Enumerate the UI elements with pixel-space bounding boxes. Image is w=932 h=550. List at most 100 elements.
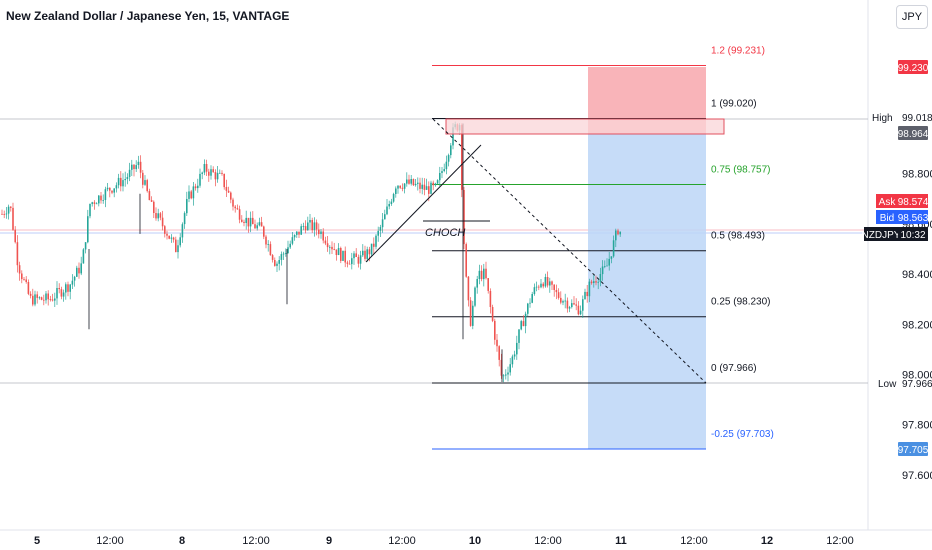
candle [463, 186, 465, 250]
candle [190, 189, 192, 200]
candle [401, 183, 404, 192]
candle [56, 281, 58, 305]
candle [205, 159, 208, 176]
candle [210, 165, 212, 180]
ask-price-tag: Ask 98.574 [876, 194, 929, 208]
candle [403, 183, 406, 194]
candle [142, 170, 144, 189]
candle [333, 242, 335, 251]
candle [263, 225, 265, 240]
candle [575, 298, 577, 311]
y-tick-label: 98.800 [902, 169, 932, 181]
candle [590, 279, 593, 285]
candle [417, 177, 419, 191]
candle [529, 298, 531, 308]
currency-button[interactable]: JPY [896, 5, 928, 29]
candle [188, 185, 190, 203]
candle [476, 275, 478, 294]
candle [531, 291, 533, 304]
candle [168, 235, 170, 240]
candle [232, 197, 234, 211]
candle [214, 169, 217, 187]
candle [564, 293, 566, 309]
candle [144, 175, 146, 186]
candle [406, 172, 408, 187]
candle [124, 171, 126, 187]
low-price-tag: Low 97.966 [878, 379, 932, 390]
candle [511, 354, 514, 368]
candle [480, 265, 483, 282]
candle [260, 216, 263, 227]
take-profit-zone[interactable] [588, 134, 706, 449]
x-tick-label: 12:00 [242, 535, 270, 547]
candle [419, 177, 421, 194]
candle [524, 311, 527, 334]
candle [252, 211, 254, 225]
trendline-support[interactable] [365, 144, 482, 263]
candle [425, 178, 428, 190]
choch-label: CHOCH [425, 227, 465, 239]
candle [443, 163, 445, 173]
candle [533, 283, 536, 296]
candle [146, 178, 148, 193]
candle [126, 173, 129, 185]
candlestick-series [1, 121, 621, 383]
candle [76, 265, 78, 277]
svg-text:99.018: 99.018 [902, 113, 932, 124]
candle [366, 246, 368, 262]
candle [54, 292, 56, 307]
symbol-price-tag: NZDJPY 10:32 [862, 227, 928, 241]
candle [520, 319, 522, 331]
candle [617, 228, 619, 236]
candle [148, 188, 151, 201]
candle [271, 254, 274, 263]
candle [254, 219, 256, 229]
candle [555, 284, 558, 300]
candle [265, 234, 267, 249]
candle [326, 236, 329, 252]
candle [27, 279, 30, 296]
candle [302, 222, 305, 231]
candle [109, 187, 111, 198]
candle [518, 329, 520, 350]
stop-price-tag: 99.230 [898, 60, 929, 74]
candle [203, 159, 206, 176]
candle [93, 200, 96, 210]
x-tick-label: 12:00 [388, 535, 416, 547]
candle [348, 260, 351, 265]
svg-text:Ask: Ask [879, 197, 897, 208]
candle [65, 282, 67, 300]
candle [120, 171, 122, 192]
candle [571, 299, 573, 309]
x-tick-label: 12:00 [96, 535, 124, 547]
candle [450, 143, 452, 159]
candle [208, 168, 210, 182]
time-axis[interactable]: 5 12:00 8 12:00 9 12:00 10 12:00 11 12:00 12 12:00 [34, 535, 854, 547]
candle [557, 288, 560, 300]
candle [29, 291, 32, 299]
candle [128, 162, 131, 182]
candle [549, 277, 551, 293]
candle [157, 208, 159, 222]
candle [359, 250, 362, 270]
fib-level-label: 0.75 (98.757) [711, 165, 771, 176]
candle [593, 274, 595, 288]
candle [18, 261, 21, 281]
order-block-box[interactable] [445, 118, 725, 135]
candle [483, 263, 485, 287]
candle [410, 175, 412, 186]
candle [379, 224, 382, 237]
candle [472, 300, 474, 330]
candle [216, 166, 219, 183]
candle [133, 164, 135, 177]
candle [434, 182, 437, 187]
candle [351, 252, 353, 270]
candle [335, 249, 338, 261]
candle [177, 239, 179, 259]
candle [243, 219, 245, 227]
candle [619, 231, 621, 237]
candle [505, 369, 507, 380]
candle [249, 211, 252, 233]
candle [159, 212, 162, 221]
